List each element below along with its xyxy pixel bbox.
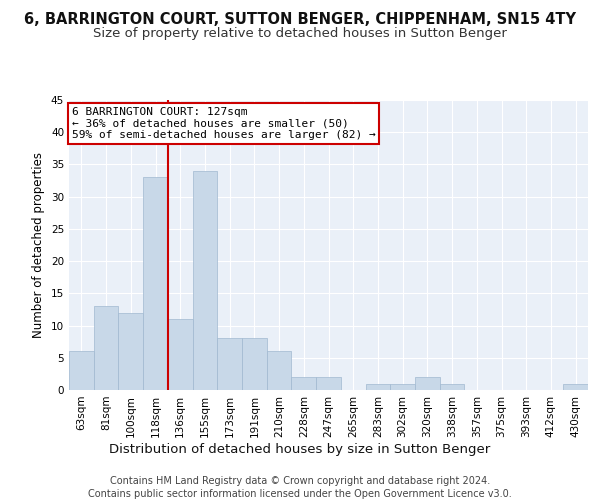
Bar [242,338,267,390]
Y-axis label: Number of detached properties: Number of detached properties [32,152,46,338]
Bar [168,319,193,390]
Bar [193,171,217,390]
Bar [440,384,464,390]
Bar [94,306,118,390]
Bar [415,377,440,390]
Text: 6, BARRINGTON COURT, SUTTON BENGER, CHIPPENHAM, SN15 4TY: 6, BARRINGTON COURT, SUTTON BENGER, CHIP… [24,12,576,28]
Bar [563,384,588,390]
Bar [69,352,94,390]
Bar [316,377,341,390]
Text: Contains public sector information licensed under the Open Government Licence v3: Contains public sector information licen… [88,489,512,499]
Bar [292,377,316,390]
Bar [118,312,143,390]
Bar [143,178,168,390]
Text: Contains HM Land Registry data © Crown copyright and database right 2024.: Contains HM Land Registry data © Crown c… [110,476,490,486]
Bar [217,338,242,390]
Bar [365,384,390,390]
Text: 6 BARRINGTON COURT: 127sqm
← 36% of detached houses are smaller (50)
59% of semi: 6 BARRINGTON COURT: 127sqm ← 36% of deta… [71,108,376,140]
Text: Distribution of detached houses by size in Sutton Benger: Distribution of detached houses by size … [109,442,491,456]
Bar [267,352,292,390]
Bar [390,384,415,390]
Text: Size of property relative to detached houses in Sutton Benger: Size of property relative to detached ho… [93,28,507,40]
